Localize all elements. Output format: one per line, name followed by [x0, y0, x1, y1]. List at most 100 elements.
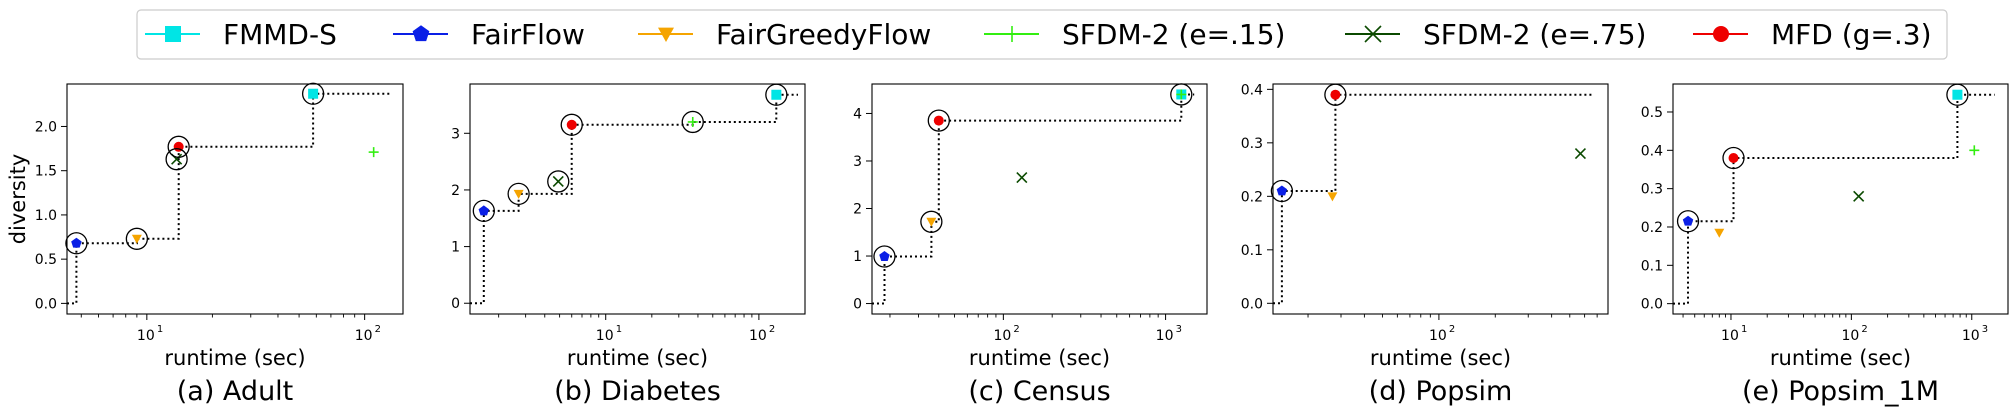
x-tick-label: 10 [1721, 328, 1739, 344]
subplot-caption: (b) Diabetes [554, 376, 721, 407]
legend-marker-sfdm-2-e-15 [1004, 26, 1020, 42]
point-sfdm-2-e-75 [1853, 190, 1865, 202]
point-sfdm-2-e-75 [1574, 147, 1587, 160]
frontier-highlight-ring [873, 245, 896, 268]
x-axis-ticks: 10 1 10 2 [498, 314, 775, 344]
y-tick-label: 4 [853, 106, 862, 122]
point-fairgreedyflow [926, 217, 937, 227]
frontier-highlight-ring [1722, 146, 1745, 170]
pareto-frontier-line [470, 93, 798, 305]
frontier-highlight-ring [547, 170, 570, 193]
frontier-highlight-ring [927, 109, 950, 132]
x-tick-exponent: 1 [157, 324, 163, 335]
frontier-highlight-ring [920, 210, 943, 233]
x-tick-label: 10 [596, 328, 614, 344]
x-axis-label: runtime (sec) [567, 346, 708, 370]
y-axis-ticks: 0 1 2 3 [451, 126, 470, 312]
frontier-highlight-ring [167, 135, 190, 158]
y-axis-ticks: 0 1 2 3 4 [853, 106, 872, 313]
point-fmmd-s [1952, 89, 1963, 100]
frontier-highlight-ring [1270, 179, 1294, 203]
point-fmmd-s [308, 88, 319, 99]
pareto-frontier-line [872, 93, 1195, 305]
y-tick-label: 0.2 [1641, 220, 1663, 236]
y-tick-label: 0 [451, 296, 460, 312]
point-fairflow [1276, 185, 1288, 196]
axes-frame [871, 83, 1208, 315]
point-sfdm-2-e-75 [1016, 172, 1028, 184]
point-fairflow [71, 237, 82, 248]
legend-entry-fmmd-s: FMMD-S [145, 18, 337, 51]
pareto-frontier-line [1673, 93, 1995, 305]
x-axis-label: runtime (sec) [1770, 346, 1911, 370]
frontier-highlight-ring [165, 148, 188, 171]
subplot-caption: (a) Adult [177, 376, 294, 407]
point-sfdm-2-e-15 [368, 147, 379, 158]
y-tick-label: 0.5 [1641, 105, 1663, 121]
x-axis-label: runtime (sec) [969, 346, 1110, 370]
y-tick-label: 0.3 [1641, 182, 1663, 198]
y-tick-label: 1.5 [35, 164, 57, 180]
legend-label: FairGreedyFlow [716, 18, 931, 51]
x-tick-label: 10 [1429, 328, 1447, 344]
y-axis-ticks: 0.0 0.5 1.0 1.5 2.0 [35, 119, 67, 312]
axes-frame [1272, 83, 1609, 315]
y-tick-label: 1.0 [35, 208, 57, 224]
y-tick-label: 1 [853, 249, 862, 265]
x-axis-ticks: 10 1 10 2 [80, 314, 381, 344]
legend-marker-fmmd-s [165, 26, 181, 42]
subplot-d-popsim: 10 2 0.0 0.1 0.2 0.3 0.4 runtime (sec) (d) Popsi… [1241, 82, 1609, 407]
x-tick-label: 10 [993, 328, 1011, 344]
x-tick-label: 10 [749, 328, 767, 344]
y-tick-label: 0.4 [1241, 82, 1263, 98]
y-tick-label: 0.0 [1241, 296, 1263, 312]
subplot-caption: (e) Popsim_1M [1742, 376, 1939, 407]
legend-label: SFDM-2 (e=.15) [1062, 18, 1285, 51]
y-tick-label: 0 [853, 297, 862, 313]
point-fairgreedyflow [1714, 228, 1725, 238]
point-fmmd-s [771, 89, 782, 100]
point-fairflow [879, 251, 890, 261]
point-sfdm-2-e-75 [552, 175, 564, 188]
point-mfd-g-3 [1728, 152, 1739, 163]
legend-marker-sfdm-2-e-75 [1364, 25, 1382, 43]
y-axis-ticks: 0.0 0.1 0.2 0.3 0.4 0.5 [1641, 105, 1673, 313]
frontier-highlight-ring [125, 227, 149, 250]
y-tick-label: 2 [853, 202, 862, 218]
y-tick-label: 0.5 [35, 252, 57, 268]
legend-label: FMMD-S [223, 18, 337, 51]
y-tick-label: 0.1 [1241, 243, 1263, 259]
x-tick-exponent: 3 [1982, 324, 1988, 335]
x-tick-exponent: 1 [616, 324, 622, 335]
point-mfd-g-3 [566, 119, 577, 130]
frontier-highlight-ring [301, 82, 325, 105]
frontier-highlight-ring [65, 232, 88, 255]
y-tick-label: 2.0 [35, 119, 57, 135]
pareto-frontier-line [67, 92, 390, 305]
legend-entry-mfd-g-3: MFD (g=.3) [1693, 18, 1932, 51]
subplot-caption: (c) Census [968, 376, 1110, 407]
x-tick-label: 10 [1156, 328, 1174, 344]
y-tick-label: 0.0 [35, 296, 57, 312]
legend-frame [136, 9, 1948, 60]
x-tick-exponent: 2 [1013, 324, 1019, 335]
legend-label: FairFlow [471, 18, 585, 51]
x-tick-label: 10 [1962, 328, 1980, 344]
x-tick-exponent: 2 [769, 324, 775, 335]
y-tick-label: 0.1 [1641, 258, 1663, 274]
y-axis-label: diversity [6, 154, 30, 245]
x-tick-exponent: 1 [1741, 324, 1747, 335]
legend-marker-mfd-g-3 [1713, 26, 1729, 42]
x-tick-label: 10 [1841, 328, 1859, 344]
point-fairflow [478, 205, 490, 216]
legend-label: MFD (g=.3) [1771, 18, 1932, 51]
point-sfdm-2-e-15 [1969, 145, 1980, 156]
x-axis-ticks: 10 2 10 3 [889, 314, 1182, 344]
y-tick-label: 0.0 [1641, 297, 1663, 313]
